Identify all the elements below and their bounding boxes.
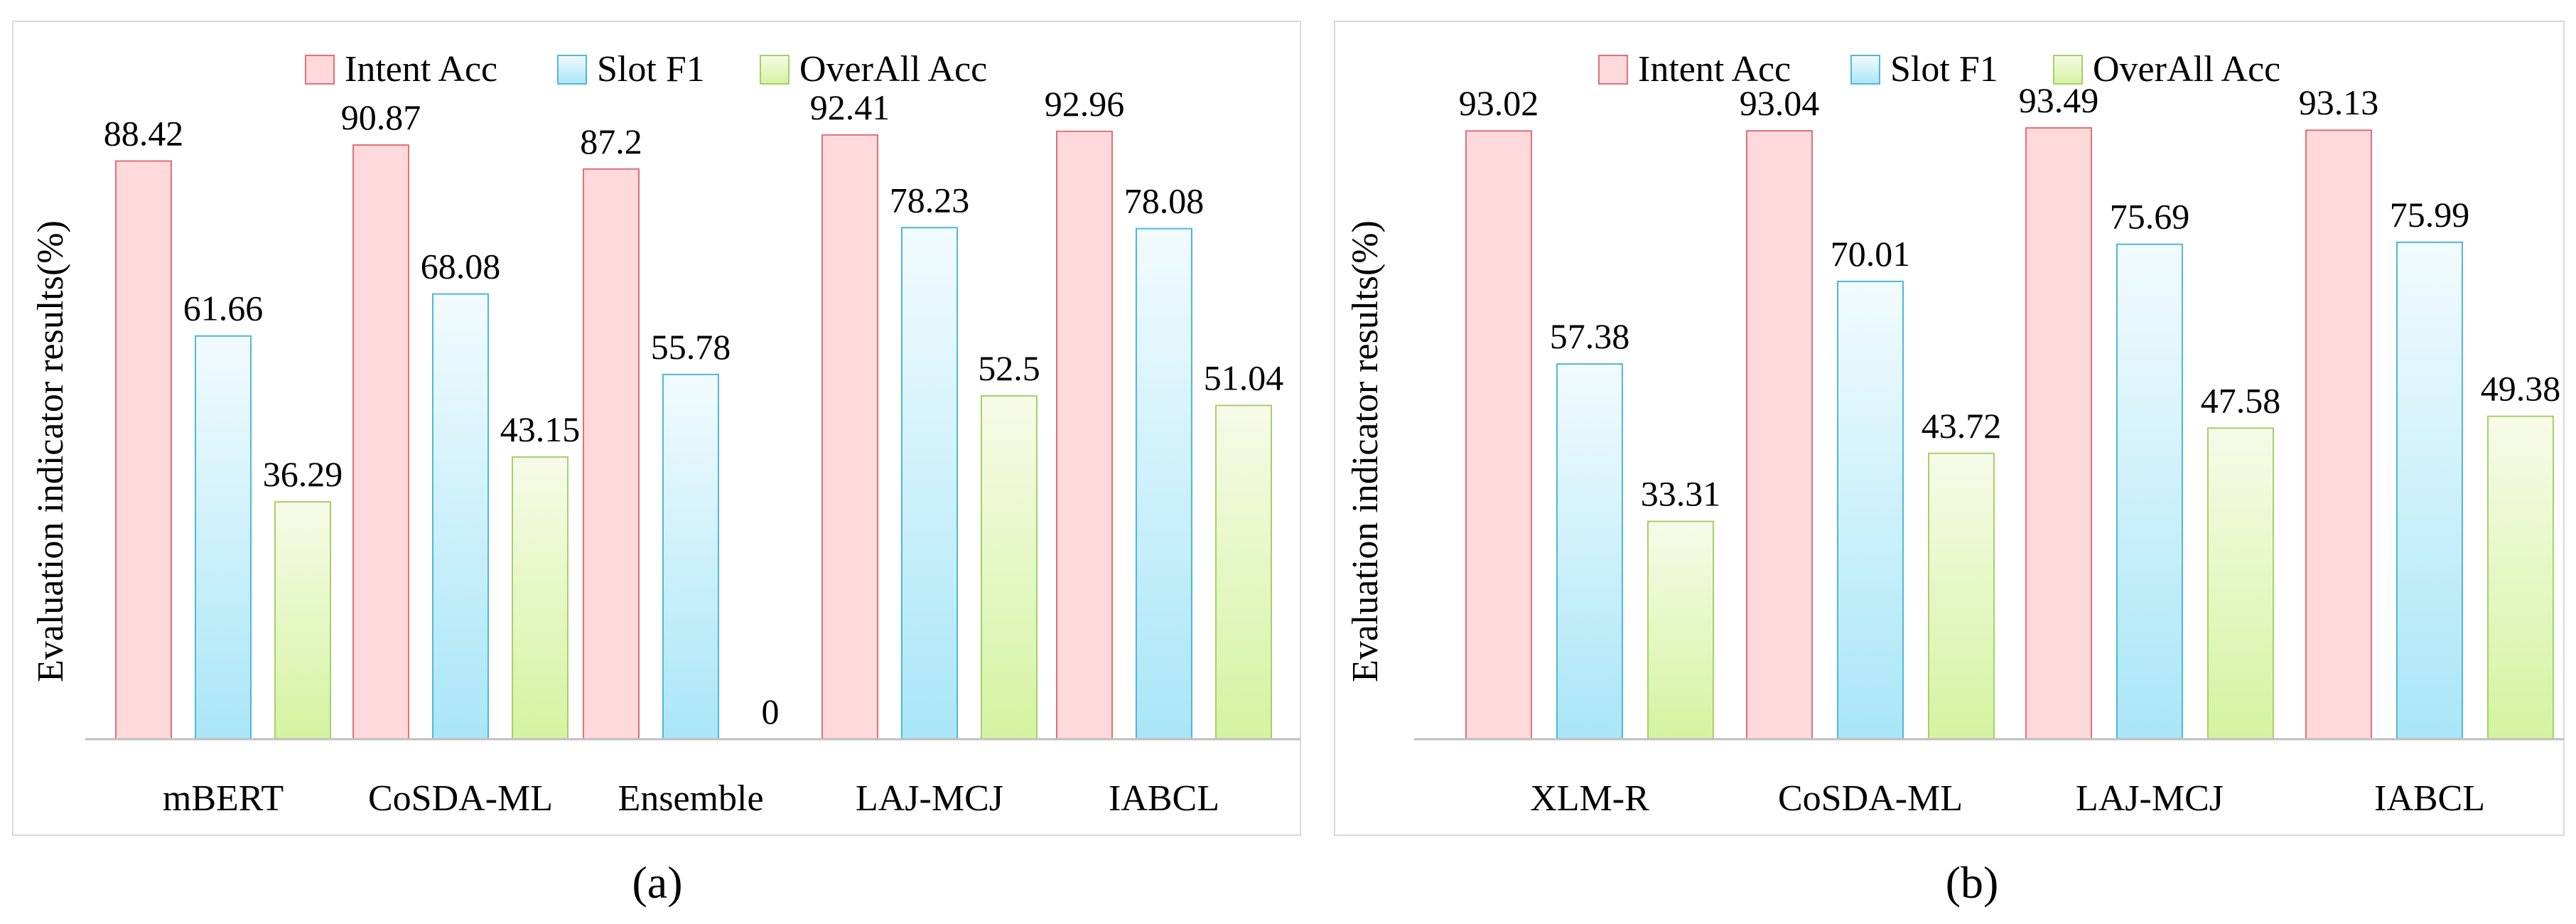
legend-label-intent-acc: Intent Acc <box>1638 49 1791 90</box>
y-axis-label: Evaluation indicator results(%) <box>1345 220 1386 682</box>
bar-slot-f1-xlm-r <box>1556 363 1623 740</box>
legend-swatch-slot-f1 <box>1850 55 1880 85</box>
data-label: 78.08 <box>1124 181 1205 221</box>
x-tick-label: XLM-R <box>1530 778 1649 819</box>
data-label: 88.42 <box>104 114 184 154</box>
data-label: 0 <box>762 692 780 731</box>
bar-intent-acc-iabcl <box>2305 129 2372 741</box>
bar-overall-acc-xlm-r <box>1647 520 1714 740</box>
x-tick-label: IABCL <box>2374 778 2485 819</box>
data-label: 70.01 <box>1831 234 1911 274</box>
x-tick-label: IABCL <box>1109 778 1219 819</box>
data-label: 93.04 <box>1740 83 1820 123</box>
bar-slot-f1-iabcl <box>2396 241 2463 740</box>
legend-swatch-overall-acc <box>760 55 789 85</box>
x-tick-label: LAJ-MCJ <box>2076 778 2224 819</box>
data-label: 33.31 <box>1641 474 1721 514</box>
data-label: 43.15 <box>500 409 581 449</box>
data-label: 57.38 <box>1550 316 1630 356</box>
bar-group: 93.02 93.04 93.49 93.13 57.38 70.01 75.69 75.99… <box>1459 80 2561 741</box>
bar-slot-f1-laj-mcj <box>2116 243 2183 741</box>
data-label: 43.72 <box>1922 406 2002 446</box>
data-label: 87.2 <box>580 122 642 161</box>
panel-label: (b) <box>1946 857 1999 908</box>
data-label: 61.66 <box>183 289 264 328</box>
legend-swatch-overall-acc <box>2053 55 2083 85</box>
x-tick-label: Ensemble <box>618 778 763 819</box>
bar-intent-acc-xlm-r <box>1465 130 1532 740</box>
bar-overall-acc-cosda-ml <box>512 456 568 741</box>
panel-label: (a) <box>632 857 682 908</box>
bar-intent-acc-laj-mcj <box>2025 127 2092 740</box>
data-label: 68.08 <box>421 247 501 286</box>
x-tick-label: CoSDA-ML <box>368 778 553 819</box>
bar-overall-acc-laj-mcj <box>2207 427 2274 740</box>
bar-overall-acc-cosda-ml <box>1928 452 1995 740</box>
bar-slot-f1-ensemble <box>662 373 719 740</box>
legend: Intent Acc Slot F1 OverAll Acc <box>305 49 987 90</box>
x-tick-label: CoSDA-ML <box>1778 778 1963 819</box>
x-tick-labels: XLM-R CoSDA-ML LAJ-MCJ IABCL <box>1530 778 2485 819</box>
legend-label-slot-f1: Slot F1 <box>1890 49 1998 90</box>
data-label: 47.58 <box>2201 380 2281 420</box>
legend-label-overall-acc: OverAll Acc <box>799 49 987 90</box>
data-label: 93.49 <box>2019 80 2099 120</box>
legend: Intent Acc Slot F1 OverAll Acc <box>1598 49 2280 90</box>
data-label: 90.87 <box>341 97 421 137</box>
bar-overall-acc-iabcl <box>1215 404 1272 740</box>
bar-intent-acc-iabcl <box>1056 130 1113 740</box>
data-label: 36.29 <box>263 454 343 494</box>
legend-swatch-intent-acc <box>1598 55 1628 85</box>
data-label: 93.02 <box>1459 83 1539 123</box>
bar-intent-acc-mbert <box>115 160 172 740</box>
y-axis-label: Evaluation indicator results(%) <box>31 220 71 682</box>
bar-overall-acc-mbert <box>274 501 331 741</box>
bar-slot-f1-cosda-ml <box>432 293 489 740</box>
data-label: 55.78 <box>651 327 731 367</box>
bar-intent-acc-laj-mcj <box>821 134 878 740</box>
legend-label-overall-acc: OverAll Acc <box>2093 49 2280 90</box>
bar-slot-f1-iabcl <box>1136 227 1192 740</box>
data-label: 92.41 <box>810 87 890 127</box>
data-label: 78.23 <box>890 180 970 220</box>
bar-intent-acc-ensemble <box>583 168 640 740</box>
data-label: 75.69 <box>2110 197 2190 237</box>
bar-intent-acc-cosda-ml <box>1746 130 1813 741</box>
x-tick-label: mBERT <box>163 778 284 819</box>
legend-label-slot-f1: Slot F1 <box>597 49 705 90</box>
legend-swatch-slot-f1 <box>557 55 587 85</box>
bar-overall-acc-laj-mcj <box>981 395 1038 740</box>
bar-group: 88.42 90.87 87.2 92.41 92.96 61.66 68.08 55.78 7… <box>104 84 1284 741</box>
bar-slot-f1-cosda-ml <box>1837 280 1904 740</box>
data-label: 75.99 <box>2390 195 2470 235</box>
bar-overall-acc-iabcl <box>2487 415 2554 740</box>
bar-slot-f1-mbert <box>195 335 252 740</box>
data-label: 49.38 <box>2481 369 2561 409</box>
bar-slot-f1-laj-mcj <box>901 227 958 740</box>
chart-panel-a: Evaluation indicator results(%) Intent A… <box>12 21 1301 908</box>
chart-panel-b: Evaluation indicator results(%) Intent A… <box>1334 21 2565 908</box>
bar-intent-acc-cosda-ml <box>352 144 409 741</box>
data-label: 92.96 <box>1045 84 1125 124</box>
x-tick-label: LAJ-MCJ <box>856 778 1003 819</box>
data-label: 52.5 <box>978 348 1040 388</box>
legend-swatch-intent-acc <box>305 55 335 85</box>
x-tick-labels: mBERT CoSDA-ML Ensemble LAJ-MCJ IABCL <box>163 778 1219 819</box>
data-label: 93.13 <box>2299 82 2379 122</box>
data-label: 51.04 <box>1204 358 1284 397</box>
legend-label-intent-acc: Intent Acc <box>345 49 497 90</box>
